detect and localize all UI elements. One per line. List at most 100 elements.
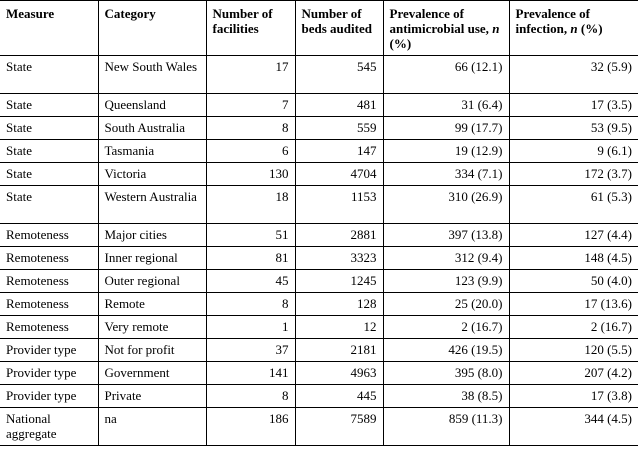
cell-infection: 9 (6.1): [508, 139, 638, 163]
cell-beds: 445: [294, 384, 384, 408]
table-row: State Queensland 7 481 31 (6.4) 17 (3.5): [0, 93, 638, 117]
header-beds: Number of beds audited: [294, 0, 384, 56]
cell-facilities: 51: [205, 223, 296, 247]
cell-facilities: 8: [205, 116, 296, 140]
cell-category: Inner regional: [97, 246, 207, 270]
table-row: State South Australia 8 559 99 (17.7) 53 (9.5…: [0, 116, 638, 140]
cell-measure: Provider type: [0, 338, 99, 362]
table-header: Measure Category Number of facilities Nu…: [0, 0, 638, 56]
header-category: Category: [97, 0, 207, 56]
cell-antimicrobial-use: 859 (11.3): [382, 407, 510, 446]
cell-beds: 3323: [294, 246, 384, 270]
cell-category: Remote: [97, 292, 207, 316]
cell-facilities: 18: [205, 185, 296, 224]
cell-antimicrobial-use: 397 (13.8): [382, 223, 510, 247]
cell-measure: Remoteness: [0, 315, 99, 339]
header-infection: Prevalence of infection, n (%): [508, 0, 638, 56]
table-row: State Victoria 130 4704 334 (7.1) 172 (3.7): [0, 162, 638, 186]
cell-infection: 17 (3.5): [508, 93, 638, 117]
cell-category: Victoria: [97, 162, 207, 186]
table-row: Remoteness Major cities 51 2881 397 (13.8) 12…: [0, 223, 638, 247]
cell-measure: State: [0, 185, 99, 224]
cell-infection: 344 (4.5): [508, 407, 638, 446]
cell-infection: 127 (4.4): [508, 223, 638, 247]
cell-infection: 61 (5.3): [508, 185, 638, 224]
cell-antimicrobial-use: 426 (19.5): [382, 338, 510, 362]
cell-facilities: 81: [205, 246, 296, 270]
header-facilities: Number of facilities: [205, 0, 296, 56]
cell-category: Government: [97, 361, 207, 385]
cell-beds: 128: [294, 292, 384, 316]
table-row: Provider type Government 141 4963 395 (8.0) 2…: [0, 361, 638, 385]
cell-antimicrobial-use: 19 (12.9): [382, 139, 510, 163]
cell-measure: Provider type: [0, 361, 99, 385]
cell-antimicrobial-use: 310 (26.9): [382, 185, 510, 224]
table-row: Remoteness Inner regional 81 3323 312 (9.4) 1…: [0, 246, 638, 270]
cell-measure: State: [0, 162, 99, 186]
cell-category: Major cities: [97, 223, 207, 247]
table-row: National aggregate na 186 7589 859 (11.3) 344…: [0, 407, 638, 446]
cell-beds: 2881: [294, 223, 384, 247]
cell-category: New South Wales: [97, 55, 207, 94]
table-row: Remoteness Remote 8 128 25 (20.0) 17 (13.6): [0, 292, 638, 316]
cell-facilities: 17: [205, 55, 296, 94]
cell-beds: 545: [294, 55, 384, 94]
cell-antimicrobial-use: 99 (17.7): [382, 116, 510, 140]
cell-measure: Remoteness: [0, 292, 99, 316]
table-row: Provider type Not for profit 37 2181 426 (19…: [0, 338, 638, 362]
cell-facilities: 8: [205, 384, 296, 408]
cell-infection: 17 (3.8): [508, 384, 638, 408]
cell-category: Tasmania: [97, 139, 207, 163]
cell-beds: 2181: [294, 338, 384, 362]
cell-beds: 4704: [294, 162, 384, 186]
cell-measure: State: [0, 93, 99, 117]
header-measure: Measure: [0, 0, 99, 56]
table-row: State Tasmania 6 147 19 (12.9) 9 (6.1): [0, 139, 638, 163]
cell-facilities: 186: [205, 407, 296, 446]
cell-infection: 53 (9.5): [508, 116, 638, 140]
table-row: Provider type Private 8 445 38 (8.5) 17 (3.8): [0, 384, 638, 408]
cell-measure: State: [0, 139, 99, 163]
cell-category: Queensland: [97, 93, 207, 117]
cell-measure: Remoteness: [0, 246, 99, 270]
cell-category: na: [97, 407, 207, 446]
cell-infection: 17 (13.6): [508, 292, 638, 316]
cell-beds: 147: [294, 139, 384, 163]
cell-facilities: 37: [205, 338, 296, 362]
cell-measure: State: [0, 55, 99, 94]
cell-infection: 207 (4.2): [508, 361, 638, 385]
cell-measure: Remoteness: [0, 223, 99, 247]
cell-category: Outer regional: [97, 269, 207, 293]
cell-antimicrobial-use: 334 (7.1): [382, 162, 510, 186]
cell-beds: 12: [294, 315, 384, 339]
cell-category: Western Australia: [97, 185, 207, 224]
cell-antimicrobial-use: 38 (8.5): [382, 384, 510, 408]
cell-measure: Provider type: [0, 384, 99, 408]
cell-category: Not for profit: [97, 338, 207, 362]
cell-beds: 4963: [294, 361, 384, 385]
cell-facilities: 8: [205, 292, 296, 316]
cell-beds: 1245: [294, 269, 384, 293]
cell-facilities: 45: [205, 269, 296, 293]
cell-infection: 2 (16.7): [508, 315, 638, 339]
cell-infection: 32 (5.9): [508, 55, 638, 94]
cell-antimicrobial-use: 66 (12.1): [382, 55, 510, 94]
cell-beds: 1153: [294, 185, 384, 224]
header-row: Measure Category Number of facilities Nu…: [0, 0, 638, 56]
cell-infection: 172 (3.7): [508, 162, 638, 186]
table-row: State New South Wales 17 545 66 (12.1) 32 (5.…: [0, 55, 638, 94]
table-row: State Western Australia 18 1153 310 (26.9) 61…: [0, 185, 638, 224]
table-row: Remoteness Very remote 1 12 2 (16.7) 2 (16.7): [0, 315, 638, 339]
header-antimicrobial-use: Prevalence of antimicrobial use, n (%): [382, 0, 510, 56]
cell-antimicrobial-use: 2 (16.7): [382, 315, 510, 339]
cell-antimicrobial-use: 312 (9.4): [382, 246, 510, 270]
cell-category: Very remote: [97, 315, 207, 339]
cell-antimicrobial-use: 31 (6.4): [382, 93, 510, 117]
cell-category: South Australia: [97, 116, 207, 140]
table-body: State New South Wales 17 545 66 (12.1) 32 (5.…: [0, 55, 638, 446]
cell-measure: National aggregate: [0, 407, 99, 446]
cell-infection: 50 (4.0): [508, 269, 638, 293]
cell-facilities: 130: [205, 162, 296, 186]
cell-antimicrobial-use: 25 (20.0): [382, 292, 510, 316]
